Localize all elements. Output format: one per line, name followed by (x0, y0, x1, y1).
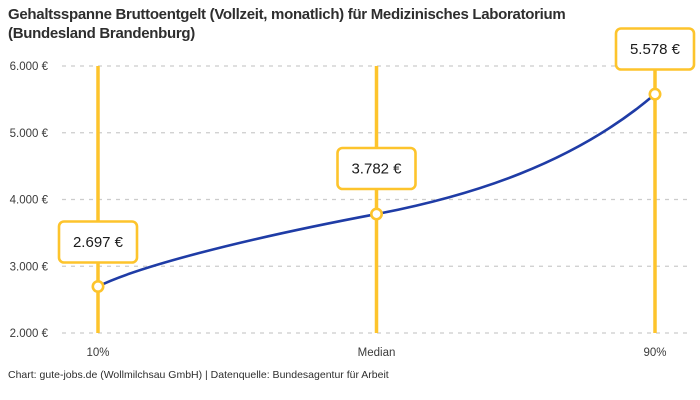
y-axis-tick-label: 2.000 € (10, 328, 49, 340)
data-point-marker (91, 279, 105, 293)
data-point-marker (648, 87, 662, 101)
chart-title-line2: (Bundesland Brandenburg) (8, 25, 195, 42)
value-label-box (336, 146, 417, 191)
value-label-box (614, 27, 696, 71)
x-axis-tick-label: 10% (86, 347, 109, 359)
x-axis-tick-label: Median (358, 347, 396, 359)
value-label: 3.782 € (351, 161, 402, 178)
value-label: 5.578 € (630, 41, 681, 58)
data-point-marker (369, 207, 383, 221)
y-axis-tick-label: 3.000 € (10, 261, 49, 273)
x-axis-tick-label: 90% (643, 347, 666, 359)
value-label-box (57, 220, 139, 264)
value-label: 2.697 € (73, 234, 124, 251)
y-axis-tick-label: 6.000 € (10, 61, 49, 73)
chart-title: Gehaltsspanne Bruttoentgelt (Vollzeit, m… (8, 5, 696, 43)
y-axis-tick-label: 5.000 € (10, 128, 49, 140)
y-axis-tick-label: 4.000 € (10, 195, 49, 207)
chart-footer: Chart: gute-jobs.de (Wollmilchsau GmbH) … (8, 369, 389, 381)
chart-title-line1: Gehaltsspanne Bruttoentgelt (Vollzeit, m… (8, 6, 566, 23)
